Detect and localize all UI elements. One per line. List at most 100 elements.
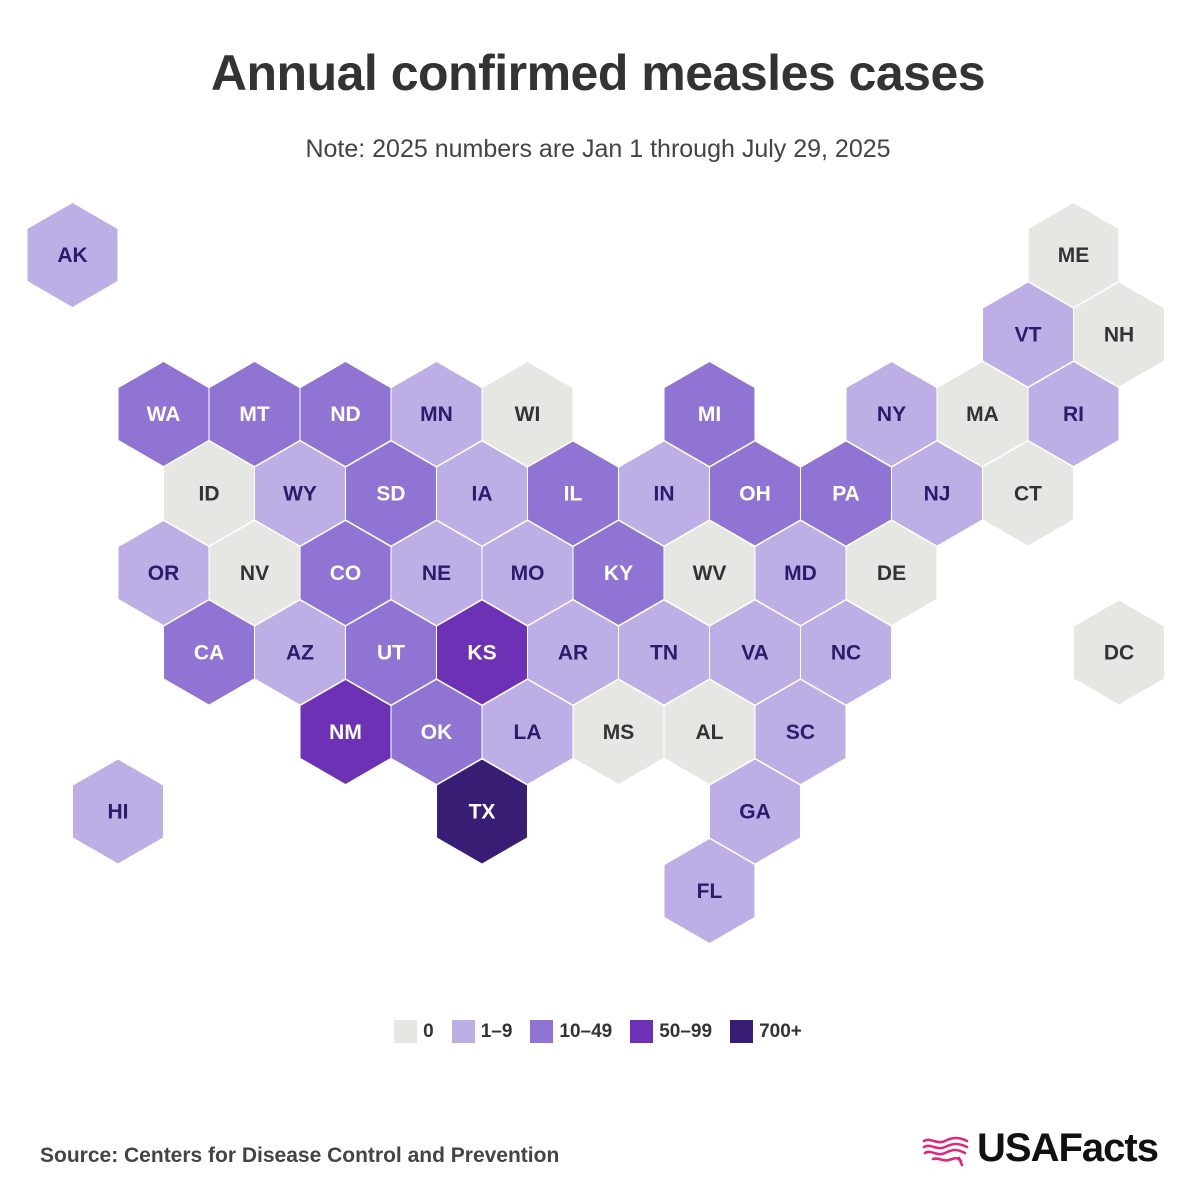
state-tile-hi: HI [72,758,164,865]
state-label: WY [283,483,317,506]
state-label: MI [698,403,721,426]
state-label: AZ [286,642,314,665]
state-tile-ks: KS [436,599,528,706]
legend-swatch [730,1020,754,1043]
state-label: KY [604,562,633,585]
state-tile-md: MD [754,519,847,627]
legend-label: 10–49 [559,1020,613,1042]
state-tile-ga: GA [709,758,801,865]
state-tile-or: OR [117,519,210,627]
state-label: SC [786,721,815,744]
state-label: CO [330,562,362,585]
chart-title: Annual confirmed measles cases [210,45,986,101]
state-tile-wy: WY [254,440,346,547]
state-label: MS [603,721,635,744]
state-label: WV [693,562,727,585]
state-label: NC [831,642,861,665]
state-hex [663,837,756,945]
state-tile-nv: NV [208,519,301,627]
state-hex [754,678,847,786]
state-label: CT [1014,483,1042,506]
state-hex [26,201,119,309]
state-label: CA [194,642,224,665]
state-tile-ky: KY [572,519,665,627]
state-hex [663,360,756,468]
state-hex [1073,281,1165,388]
state-tile-ms: MS [572,678,665,786]
chart-subtitle: Note: 2025 numbers are Jan 1 through Jul… [305,135,891,163]
legend-item-0: 0 [394,1020,434,1043]
state-label: VA [741,642,769,665]
state-tile-de: DE [845,519,938,627]
state-label: RI [1063,403,1084,426]
state-label: NH [1104,324,1134,347]
source-note: Source: Centers for Disease Control and … [40,1144,560,1167]
state-label: FL [697,880,723,903]
state-label: TN [650,642,678,665]
legend-swatch [451,1020,475,1043]
state-label: DC [1104,642,1134,665]
legend-item-1-9: 1–9 [451,1020,512,1043]
state-tile-tx: TX [436,758,528,865]
state-label: MN [420,403,453,426]
legend-item-10-49: 10–49 [530,1020,612,1043]
us-flag-map-icon [922,1136,969,1166]
state-label: DE [877,562,906,585]
state-hex [800,599,892,706]
state-label: NY [877,403,906,426]
legend-item-50-99: 50–99 [630,1020,712,1043]
state-tile-nc: NC [800,599,892,706]
state-label: NV [240,562,269,585]
state-tile-az: AZ [254,599,346,706]
state-label: MD [784,562,817,585]
state-tile-ct: CT [982,440,1074,547]
state-hex [436,758,528,865]
state-label: NJ [924,483,951,506]
state-hex [1027,201,1120,309]
state-hex [982,440,1074,547]
legend-swatch [394,1020,418,1043]
state-hex [845,519,938,627]
state-hex [72,758,164,865]
state-label: AR [558,642,588,665]
state-label: VT [1015,324,1042,347]
state-label: NM [329,721,362,744]
state-tile-il: IL [527,440,619,547]
state-label: OR [148,562,180,585]
state-label: MA [966,403,999,426]
state-label: MT [239,403,269,426]
legend-swatch [630,1020,654,1043]
usafacts-logo: USAFacts [921,1126,1159,1171]
brand-wordmark: USAFacts [977,1126,1159,1170]
legend-label: 700+ [759,1020,802,1042]
state-tile-co: CO [299,519,392,627]
state-tile-ut: UT [345,599,437,706]
state-label: AL [696,721,724,744]
state-label: IL [564,483,583,506]
state-hex [1027,360,1120,468]
state-label: IN [654,483,675,506]
state-label: NE [422,562,451,585]
state-label: LA [514,721,542,744]
state-tile-pa: PA [800,440,892,547]
state-label: MO [511,562,545,585]
state-label: TX [469,801,496,824]
legend-swatch [530,1020,554,1043]
state-label: WA [147,403,181,426]
state-label: SD [376,483,405,506]
state-label: WI [515,403,541,426]
legend-label: 50–99 [659,1020,713,1042]
legend-label: 0 [423,1020,434,1042]
state-tile-ne: NE [390,519,483,627]
state-tile-ia: IA [436,440,528,547]
legend-item-700-plus: 700+ [730,1020,802,1043]
state-label: AK [57,244,87,267]
state-tile-sc: SC [754,678,847,786]
state-tile-me: ME [1027,201,1120,309]
state-tile-id: ID [163,440,255,547]
state-label: KS [467,642,496,665]
state-tile-mi: MI [663,360,756,468]
state-label: HI [108,801,129,824]
state-label: ID [199,483,220,506]
